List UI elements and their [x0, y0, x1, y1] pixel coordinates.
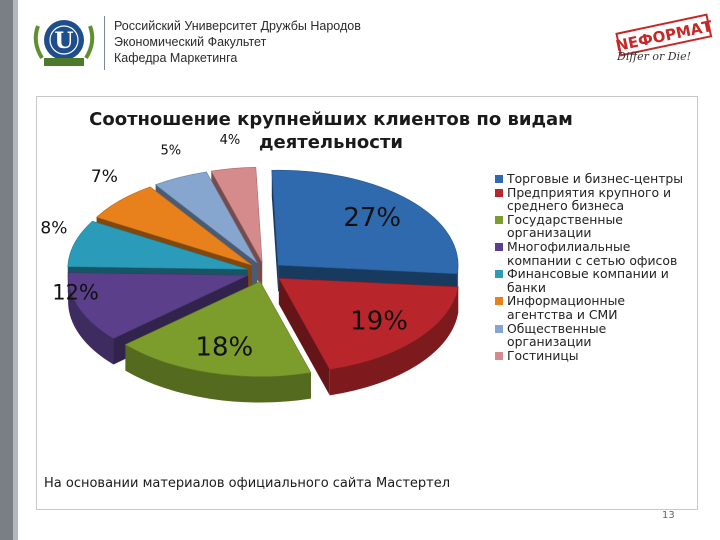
- legend-swatch: [495, 175, 503, 183]
- pie-slice-top: [271, 169, 459, 275]
- source-note: На основании материалов официального сай…: [44, 476, 451, 491]
- svg-text:U: U: [54, 28, 73, 54]
- pie-slice-top: [278, 277, 459, 370]
- legend-item: Гостиницы: [494, 347, 694, 363]
- legend-item: Государственные организации: [494, 213, 694, 240]
- pie-slice: [124, 281, 312, 403]
- pie-slice-side: [278, 278, 330, 396]
- chart-title: Соотношение крупнейших клиентов по видам…: [89, 109, 573, 153]
- legend-label: Финансовые компании и банки: [507, 266, 669, 295]
- chart-legend: Торговые и бизнес-центры Предприятия круп…: [494, 172, 694, 362]
- legend-label: Общественные организации: [507, 320, 607, 350]
- legend-item: Финансовые компании и банки: [494, 267, 694, 294]
- pie-slice-wall: [125, 344, 311, 403]
- legend-label: Государственные организации: [507, 211, 623, 241]
- data-label: 4%: [220, 133, 241, 148]
- legend-item: Предприятия крупного и среднего бизнеса: [494, 184, 694, 214]
- faculty-name: Экономический Факультет: [114, 35, 267, 49]
- legend-swatch: [495, 324, 503, 333]
- data-label: 19%: [350, 307, 408, 337]
- pie-slice-top: [154, 171, 258, 264]
- legend-swatch: [495, 297, 503, 306]
- legend-swatch: [495, 270, 503, 279]
- pie-slice: [67, 272, 249, 365]
- legend-swatch: [495, 215, 503, 224]
- pie-slice-top: [210, 166, 263, 263]
- data-label: 12%: [52, 281, 99, 305]
- university-block: Российский Университет Дружбы Народов Эк…: [114, 18, 361, 66]
- pie-slice-side: [271, 170, 279, 292]
- department-name: Кафедра Маркетинга: [114, 51, 238, 65]
- pie-slice-top: [124, 281, 312, 377]
- data-label: 5%: [160, 143, 181, 158]
- pie-slice-top: [67, 272, 249, 339]
- legend-item: Общественные организации: [494, 320, 694, 350]
- slide-header: [18, 0, 720, 82]
- university-logo-icon: U: [33, 20, 95, 66]
- header-divider: [104, 16, 105, 70]
- legend-swatch: [495, 188, 503, 197]
- pie-slice-top: [95, 186, 253, 266]
- legend-label: Торговые и бизнес-центры: [507, 171, 684, 186]
- legend-label: Многофилиальные компании с сетью офисов: [507, 238, 678, 268]
- legend-item: Торговые и бизнес-центры: [494, 172, 694, 186]
- data-label: 7%: [91, 167, 118, 187]
- brand-slogan: Differ or Die!: [617, 50, 692, 63]
- legend-item: Информационные агентства и СМИ: [494, 294, 694, 321]
- pie-slice: [278, 277, 459, 396]
- pie-slice-top: [67, 220, 248, 270]
- page-number: 13: [662, 510, 675, 521]
- left-accent-stripe: [13, 0, 18, 540]
- neformat-logo: NEФОРМАТ: [614, 13, 715, 57]
- data-label: 8%: [40, 218, 67, 238]
- legend-item: Многофилиальные компании с сетью офисов: [494, 240, 694, 267]
- legend-swatch: [495, 242, 503, 251]
- legend-label: Гостиницы: [507, 347, 579, 363]
- pie-slice-wall: [329, 286, 459, 396]
- data-label: 27%: [343, 203, 401, 233]
- legend-swatch: [495, 351, 503, 360]
- university-name: Российский Университет Дружбы Народов: [114, 19, 361, 33]
- data-label: 18%: [195, 332, 253, 362]
- legend-label: Информационные агентства и СМИ: [507, 293, 626, 322]
- pie-slice-wall: [68, 275, 114, 365]
- legend-label: Предприятия крупного и среднего бизнеса: [507, 184, 672, 214]
